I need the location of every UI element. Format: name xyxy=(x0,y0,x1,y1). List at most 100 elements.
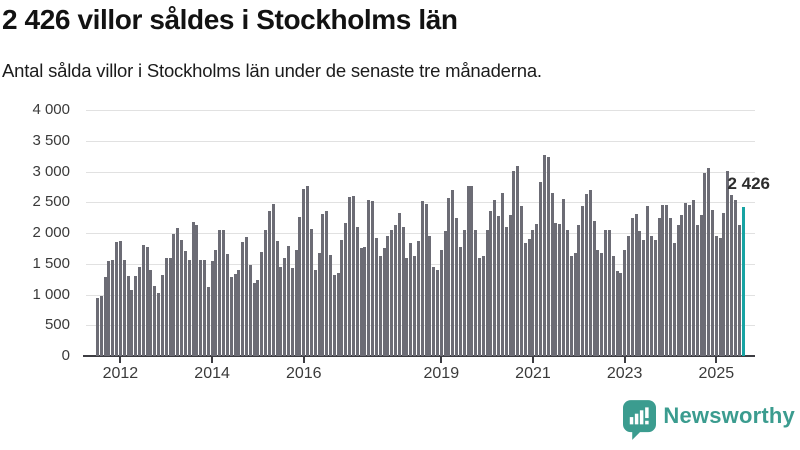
bar xyxy=(134,276,138,356)
bar xyxy=(451,190,455,356)
bar xyxy=(703,172,707,356)
bar xyxy=(458,246,462,356)
bar xyxy=(722,213,726,356)
bar xyxy=(176,228,180,356)
bar xyxy=(569,256,573,356)
bar xyxy=(199,260,203,356)
bar xyxy=(447,197,451,356)
bar xyxy=(241,241,245,356)
bar xyxy=(432,266,436,356)
bar xyxy=(271,204,275,356)
bar xyxy=(638,231,642,356)
bar xyxy=(600,253,604,356)
bar xyxy=(103,277,107,356)
chart-subtitle: Antal sålda villor i Stockholms län unde… xyxy=(2,60,542,81)
bar xyxy=(626,236,630,356)
bar xyxy=(332,274,336,356)
bar xyxy=(711,209,715,356)
bar xyxy=(355,226,359,356)
bar xyxy=(118,240,122,356)
bar xyxy=(283,257,287,356)
bar xyxy=(466,186,470,356)
x-tick-mark xyxy=(531,357,534,363)
bar xyxy=(248,265,252,356)
bar xyxy=(439,249,443,356)
bar xyxy=(424,203,428,356)
bar xyxy=(493,199,497,356)
bar xyxy=(680,214,684,356)
bar xyxy=(141,245,145,356)
brand-name: Newsworthy xyxy=(663,403,795,428)
bar xyxy=(615,271,619,356)
bar xyxy=(153,285,157,356)
highlight-bar xyxy=(741,206,745,356)
bar xyxy=(684,202,688,356)
bar xyxy=(382,248,386,356)
bar xyxy=(130,289,134,356)
x-axis-line xyxy=(83,355,755,357)
bar xyxy=(676,224,680,356)
bar xyxy=(554,223,558,356)
bar xyxy=(420,201,424,356)
bar xyxy=(699,214,703,356)
x-tick-label: 2019 xyxy=(423,365,460,382)
bar xyxy=(202,260,206,356)
bar xyxy=(691,199,695,356)
x-tick-mark xyxy=(211,357,214,363)
x-tick-mark xyxy=(440,357,443,363)
bar xyxy=(191,221,195,356)
bar xyxy=(500,193,504,356)
newsworthy-logo[interactable]: Newsworthy xyxy=(623,400,795,445)
bar xyxy=(657,217,661,356)
bar xyxy=(157,293,161,356)
bar xyxy=(149,269,153,356)
bar xyxy=(653,239,657,356)
bar xyxy=(99,296,103,356)
bar xyxy=(695,225,699,356)
page-title: 2 426 villor såldes i Stockholms län xyxy=(2,4,458,35)
bar xyxy=(478,258,481,356)
bar xyxy=(409,243,413,356)
bar xyxy=(260,251,264,356)
bar xyxy=(623,249,627,356)
x-tick-mark xyxy=(119,357,122,363)
bar xyxy=(642,239,646,356)
bar xyxy=(562,199,566,356)
bar xyxy=(317,253,321,356)
bar xyxy=(401,226,405,356)
bar xyxy=(390,229,394,356)
bar xyxy=(244,236,248,356)
bar xyxy=(122,260,126,356)
bar xyxy=(516,166,520,356)
bar xyxy=(730,194,734,356)
bar xyxy=(225,253,229,356)
bar xyxy=(210,260,214,356)
bar xyxy=(256,280,260,356)
bar xyxy=(397,213,401,356)
bar xyxy=(661,204,665,356)
bar xyxy=(267,210,271,356)
bar xyxy=(367,200,371,356)
x-tick-mark xyxy=(623,357,626,363)
bar xyxy=(584,193,588,356)
y-tick-label: 500 xyxy=(44,316,70,334)
bar xyxy=(160,274,164,356)
bar xyxy=(630,217,634,356)
bar xyxy=(546,157,550,356)
bar xyxy=(96,297,99,356)
y-tick-label: 2 000 xyxy=(32,224,70,241)
bar xyxy=(733,199,737,356)
x-tick-label: 2016 xyxy=(285,365,322,382)
bar xyxy=(115,241,119,356)
gridline xyxy=(86,140,755,142)
bar xyxy=(581,206,585,356)
bar xyxy=(413,256,417,356)
bar xyxy=(363,246,367,356)
bar xyxy=(428,236,432,356)
bar xyxy=(279,266,283,356)
bar xyxy=(222,230,226,356)
bar xyxy=(565,229,569,356)
y-tick-label: 1 000 xyxy=(32,285,70,303)
bar xyxy=(592,221,596,356)
